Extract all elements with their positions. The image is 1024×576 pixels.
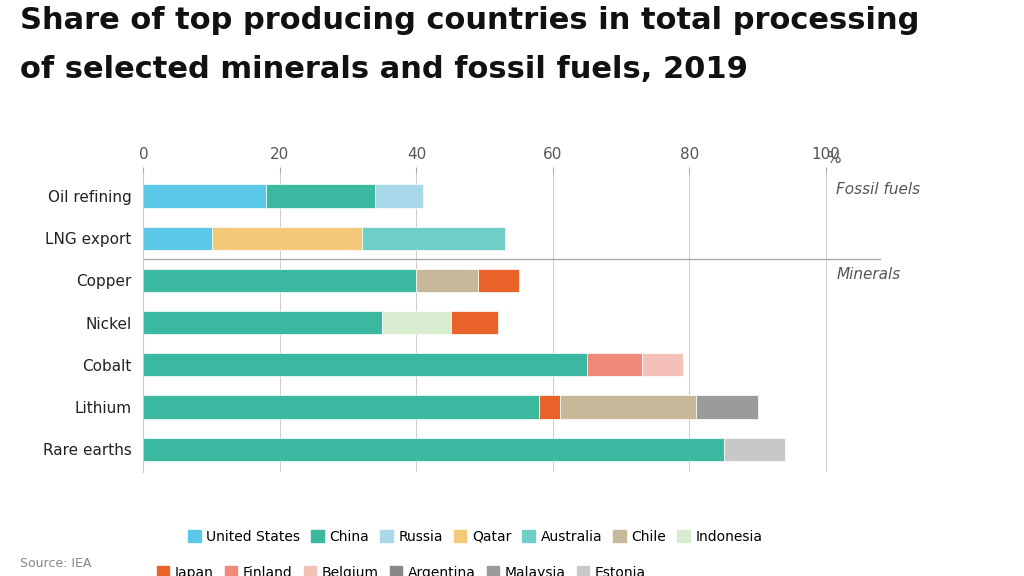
- Bar: [560, 395, 696, 419]
- Bar: [266, 184, 376, 207]
- Bar: [143, 395, 540, 419]
- Bar: [143, 269, 417, 292]
- Bar: [361, 226, 505, 250]
- Bar: [143, 311, 382, 334]
- Bar: [724, 438, 785, 461]
- Text: Source: IEA: Source: IEA: [20, 557, 92, 570]
- Text: Fossil fuels: Fossil fuels: [837, 182, 921, 197]
- Bar: [143, 353, 587, 376]
- Bar: [642, 353, 683, 376]
- Bar: [143, 184, 266, 207]
- Text: Share of top producing countries in total processing: Share of top producing countries in tota…: [20, 6, 920, 35]
- Text: %: %: [826, 151, 841, 166]
- Bar: [540, 395, 560, 419]
- Bar: [451, 311, 499, 334]
- Bar: [143, 438, 724, 461]
- Text: of selected minerals and fossil fuels, 2019: of selected minerals and fossil fuels, 2…: [20, 55, 749, 84]
- Bar: [417, 269, 478, 292]
- Text: Minerals: Minerals: [837, 267, 900, 282]
- Legend: Japan, Finland, Belgium, Argentina, Malaysia, Estonia: Japan, Finland, Belgium, Argentina, Mala…: [152, 560, 651, 576]
- Bar: [478, 269, 519, 292]
- Bar: [587, 353, 642, 376]
- Bar: [382, 311, 451, 334]
- Bar: [376, 184, 423, 207]
- Bar: [212, 226, 361, 250]
- Bar: [696, 395, 758, 419]
- Bar: [143, 226, 212, 250]
